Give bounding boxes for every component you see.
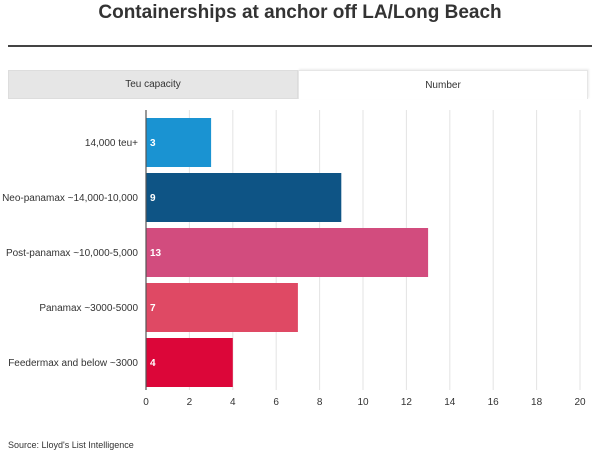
bar-chart: 0 2 4 6 8 10 12 14 16 18 20 14,000 teu+ 3 Neo-panamax…	[2, 110, 586, 408]
x-tick-label: 2	[187, 397, 193, 408]
bar	[146, 173, 342, 222]
x-tick-label: 0	[143, 397, 149, 408]
x-tick-label: 6	[273, 397, 279, 408]
data-label: 4	[150, 358, 156, 369]
chart-title: Containerships at anchor off LA/Long Bea…	[98, 2, 502, 23]
x-tick-label: 12	[401, 397, 413, 408]
source-note: Source: Lloyd's List Intelligence	[8, 440, 134, 450]
x-tick-label: 20	[574, 397, 586, 408]
x-tick-label: 8	[317, 397, 323, 408]
x-tick-label: 14	[444, 397, 456, 408]
category-label: Neo-panamax ~14,000-10,000	[2, 193, 138, 204]
tab-number[interactable]: Number	[298, 70, 588, 99]
x-tick-label: 18	[531, 397, 543, 408]
bar	[146, 338, 233, 387]
data-label: 3	[150, 138, 156, 149]
data-label: 9	[150, 193, 156, 204]
tab-number-label: Number	[425, 79, 461, 91]
category-label: Panamax ~3000-5000	[39, 303, 138, 314]
category-label: Feedermax and below ~3000	[8, 358, 138, 369]
tab-bar: Teu capacity Number	[8, 70, 588, 99]
x-tick-label: 16	[488, 397, 500, 408]
bar	[146, 118, 212, 167]
title-divider	[8, 45, 592, 47]
x-tick-label: 10	[357, 397, 369, 408]
data-label: 13	[150, 248, 162, 259]
x-tick-label: 4	[230, 397, 236, 408]
bar	[146, 283, 298, 332]
tab-teu-capacity-label: Teu capacity	[125, 79, 181, 90]
data-label: 7	[150, 303, 156, 314]
tab-teu-capacity[interactable]: Teu capacity	[8, 70, 298, 99]
category-label: Post-panamax ~10,000-5,000	[6, 248, 138, 259]
bar	[146, 228, 429, 277]
category-label: 14,000 teu+	[85, 138, 138, 149]
